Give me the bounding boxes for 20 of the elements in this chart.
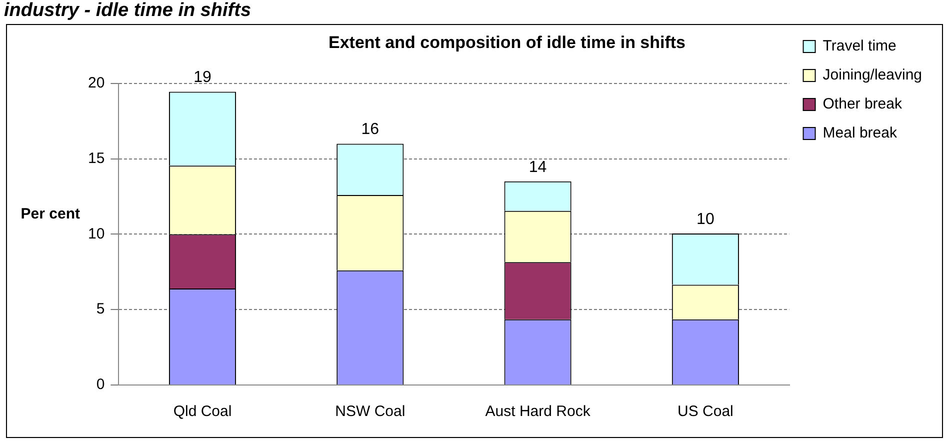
x-tick-label: NSW Coal [335,403,406,420]
x-tick-label: Qld Coal [173,403,232,420]
x-tick-label: US Coal [678,403,734,420]
legend-label: Meal break [822,124,898,142]
y-tick-label: 10 [88,225,105,242]
y-tick-label: 15 [88,150,105,167]
total-label: 19 [194,69,212,86]
y-tick-label: 0 [96,376,105,394]
total-label: 10 [696,210,714,228]
text: industry - idle time in shifts [4,0,252,22]
total-label: 16 [361,121,380,138]
total-label: 14 [528,158,547,176]
x-tick-label: Aust Hard Rock [485,403,591,420]
legend-label: Travel time [822,38,896,55]
y-tick-label: 20 [88,74,105,92]
legend-label: Other break [822,96,902,113]
legend-label: Joining/leaving [822,66,922,84]
y-axis-title: Per cent [20,205,80,222]
chart-title: Extent and composition of idle time in shifts [328,32,686,52]
y-tick-label: 5 [96,300,105,318]
